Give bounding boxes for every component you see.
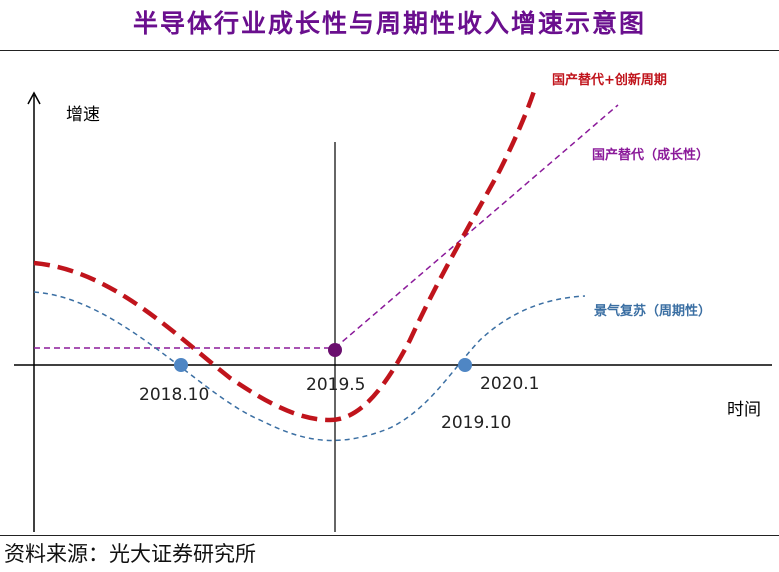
chart-title: 半导体行业成长性与周期性收入增速示意图 bbox=[132, 9, 646, 38]
marker-2020-1 bbox=[458, 358, 472, 372]
legend-combined: 国产替代+创新周期 bbox=[552, 72, 667, 88]
legend-growth: 国产替代（成长性） bbox=[592, 147, 709, 163]
combined-curve bbox=[33, 87, 538, 423]
cycle-curve bbox=[33, 291, 586, 442]
marker-2019-5 bbox=[328, 343, 342, 357]
marker-2018-10 bbox=[174, 358, 188, 372]
bottom-rule bbox=[0, 535, 779, 536]
source-note: 资料来源：光大证券研究所 bbox=[4, 542, 256, 566]
label-2018-10: 2018.10 bbox=[139, 385, 209, 405]
y-axis-arrow-icon bbox=[27, 91, 41, 105]
label-2019-10: 2019.10 bbox=[441, 413, 511, 433]
growth-rising-line bbox=[334, 104, 619, 349]
top-rule bbox=[0, 50, 779, 51]
y-axis-label: 增速 bbox=[66, 105, 100, 125]
label-2019-5: 2019.5 bbox=[306, 375, 365, 395]
label-2020-1: 2020.1 bbox=[480, 374, 539, 394]
legend-cycle: 景气复苏（周期性） bbox=[594, 303, 711, 319]
x-axis-label: 时间 bbox=[727, 400, 761, 420]
